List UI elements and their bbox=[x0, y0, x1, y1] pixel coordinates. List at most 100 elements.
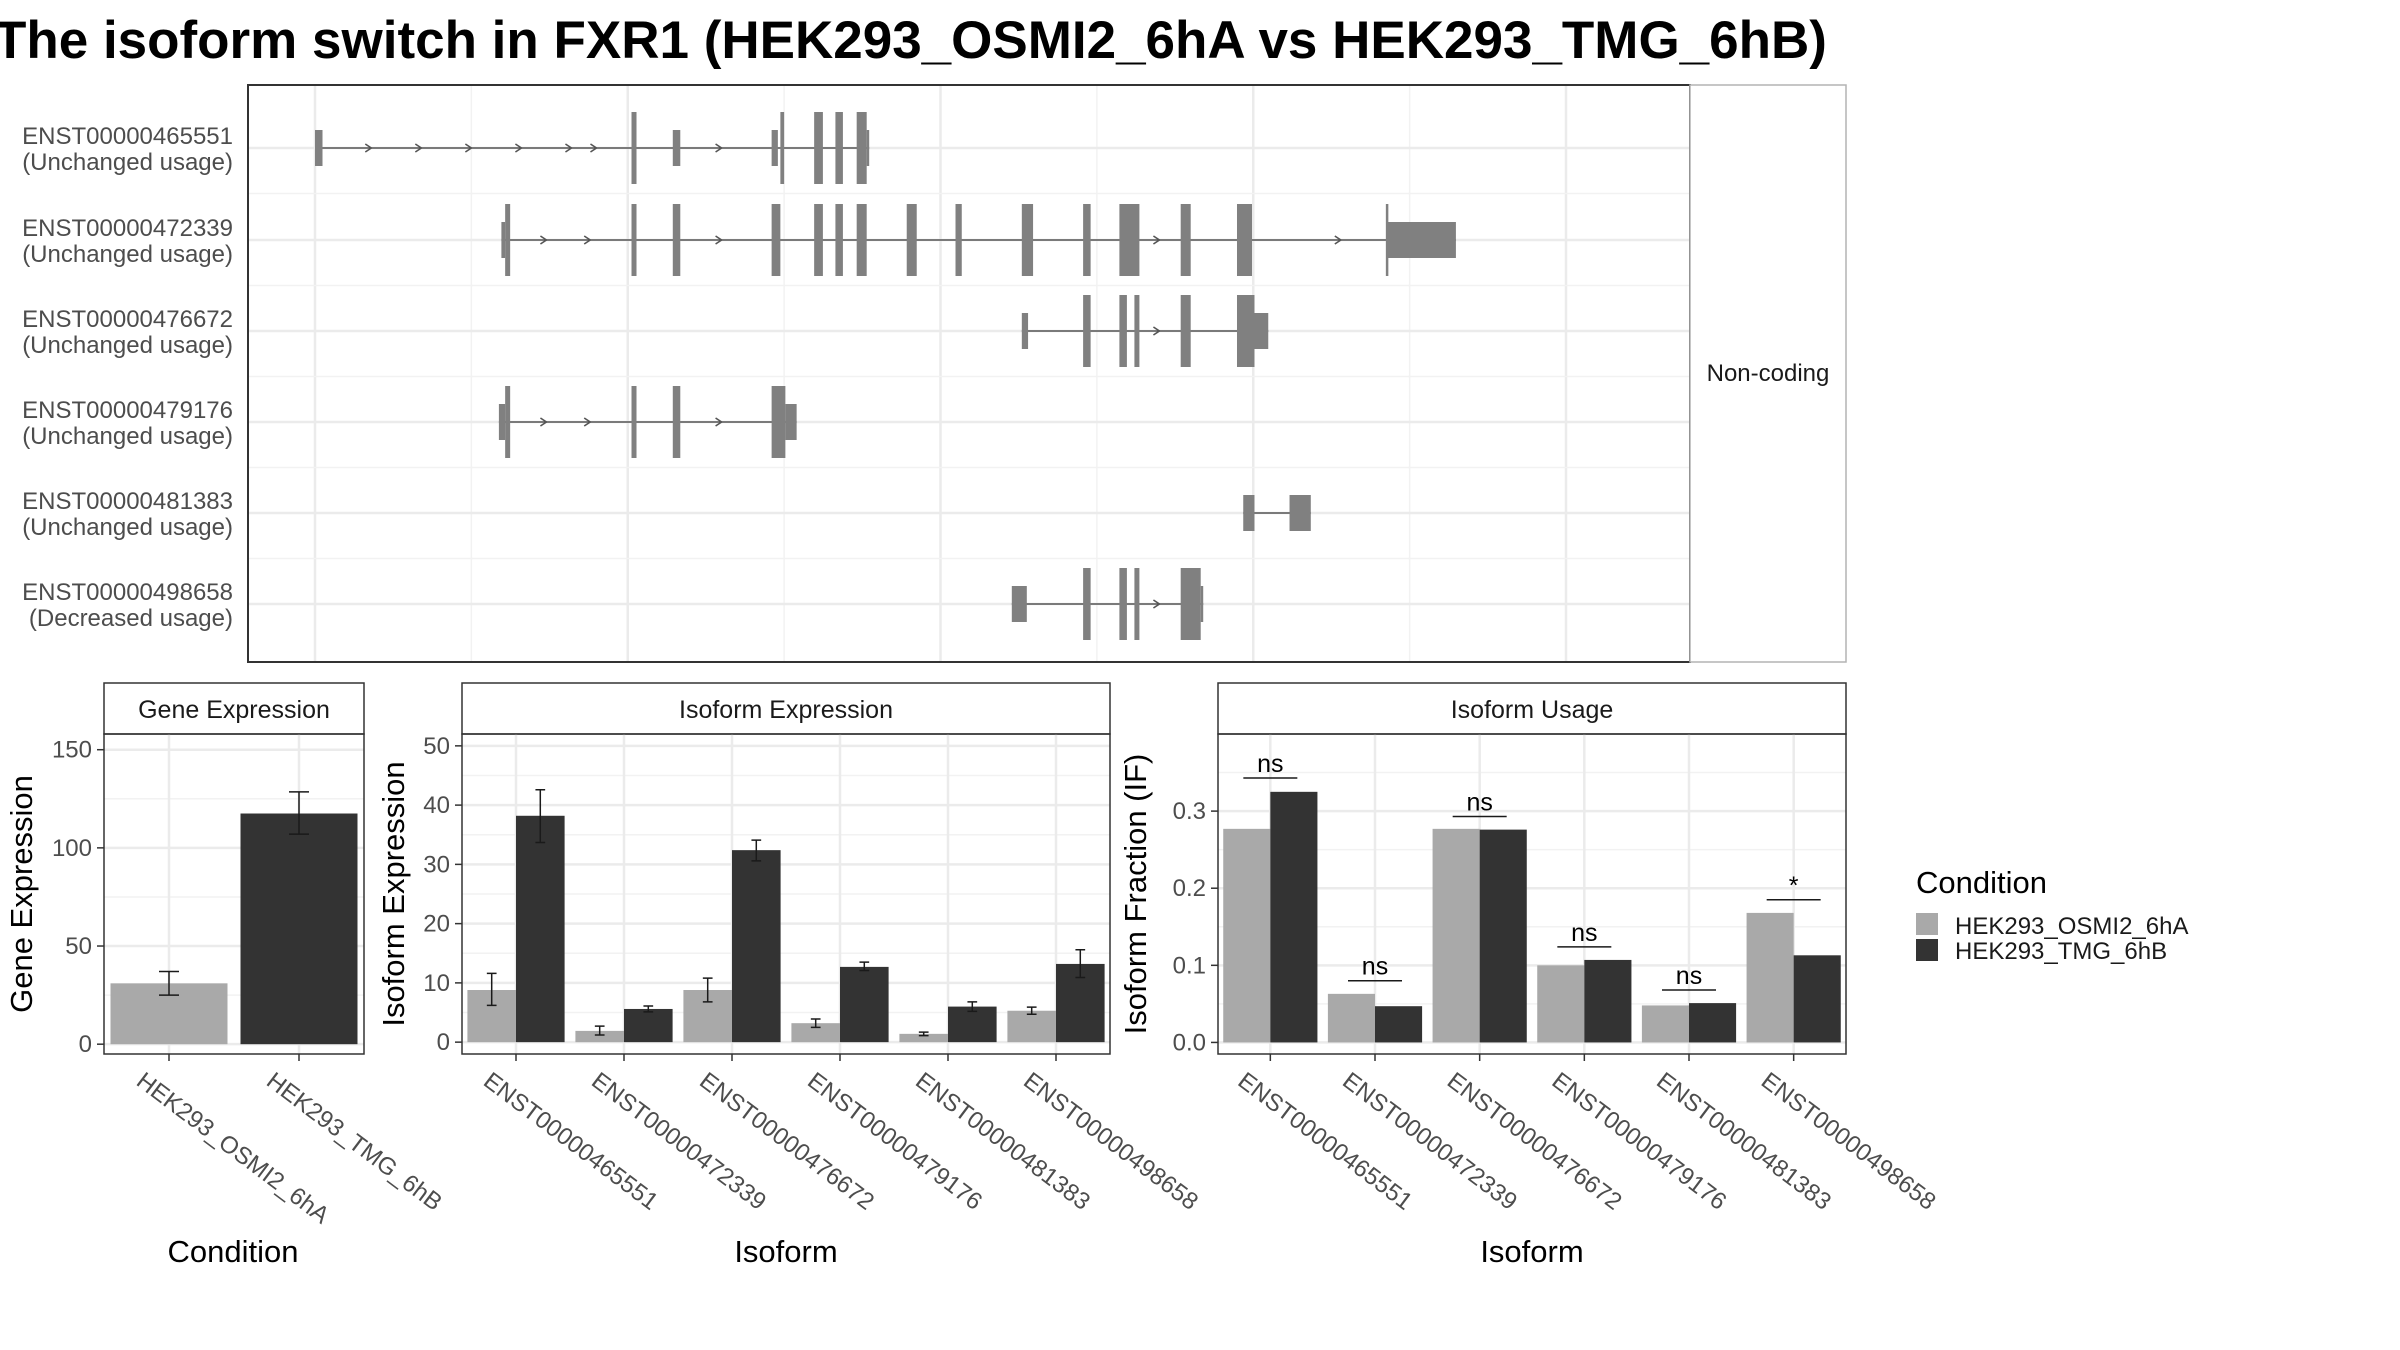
coding-exon bbox=[672, 204, 681, 276]
transcript-usage-label: (Unchanged usage) bbox=[22, 514, 233, 541]
intron-arrow bbox=[565, 143, 573, 153]
y-tick-label: 40 bbox=[423, 792, 450, 819]
utr-exon bbox=[315, 130, 323, 166]
figure-title: The isoform switch in FXR1 (HEK293_OSMI2… bbox=[0, 11, 1827, 70]
x-tick-label: ENST00000481383 bbox=[1651, 1067, 1836, 1215]
error-bar bbox=[643, 1005, 654, 1013]
coding-exon bbox=[835, 204, 843, 276]
intron-arrow bbox=[1334, 235, 1343, 245]
transcript-id-label: ENST00000498658 bbox=[22, 579, 233, 606]
y-tick-label: 0 bbox=[437, 1029, 450, 1056]
bar-chart-panels: Gene Expression050100150HEK293_OSMI2_6hA… bbox=[4, 682, 1941, 1269]
isoform-expression-x-axis-title: Isoform bbox=[734, 1234, 837, 1269]
coding-exon bbox=[771, 204, 781, 276]
x-tick-label: ENST00000465551 bbox=[1233, 1067, 1418, 1215]
intron-arrow bbox=[715, 417, 724, 427]
coding-exon bbox=[771, 386, 786, 458]
isoform-expression-strip-title: Isoform Expression bbox=[679, 696, 893, 724]
bar-ENST00000476672-HEK293_OSMI2_6hA bbox=[1432, 828, 1480, 1043]
structure-transcript-rows: ENST00000465551(Unchanged usage)ENST0000… bbox=[22, 112, 1456, 640]
y-tick-label: 30 bbox=[423, 851, 450, 878]
bar-ENST00000479176-HEK293_TMG_6hB bbox=[840, 966, 889, 1043]
gene-expression-y-axis-title: Gene Expression bbox=[4, 775, 39, 1013]
gene-expression-border bbox=[103, 733, 365, 1055]
bar-ENST00000498658-HEK293_OSMI2_6hA bbox=[1746, 912, 1794, 1043]
coding-exon bbox=[1134, 295, 1140, 367]
coding-exon bbox=[1083, 204, 1091, 276]
intron-arrow bbox=[1152, 235, 1161, 245]
coding-exon bbox=[672, 386, 681, 458]
coding-exon bbox=[1083, 295, 1091, 367]
y-tick-label: 0.2 bbox=[1173, 875, 1206, 902]
error-bar bbox=[594, 1025, 605, 1036]
bar-ENST00000472339-HEK293_TMG_6hB bbox=[1375, 1006, 1423, 1043]
y-tick-label: 20 bbox=[423, 911, 450, 938]
y-tick-label: 100 bbox=[52, 835, 92, 862]
intron-arrow bbox=[1152, 326, 1161, 336]
error-bar bbox=[486, 972, 497, 1007]
utr-exon bbox=[785, 404, 797, 440]
intron-arrow bbox=[583, 417, 592, 427]
error-bar bbox=[751, 839, 762, 862]
bar-ENST00000481383-HEK293_TMG_6hB bbox=[948, 1006, 997, 1043]
coding-exon bbox=[814, 204, 823, 276]
coding-exon bbox=[856, 112, 867, 184]
isoform-usage-strip-title: Isoform Usage bbox=[1451, 696, 1614, 724]
bar-ENST00000481383-HEK293_TMG_6hB bbox=[1689, 1003, 1737, 1043]
coding-exon bbox=[814, 112, 823, 184]
isoform-expression-y-axis-title: Isoform Expression bbox=[376, 761, 411, 1026]
utr-exon bbox=[1243, 495, 1255, 531]
utr-exon bbox=[1200, 586, 1204, 622]
transcript-usage-label: (Decreased usage) bbox=[29, 605, 233, 632]
transcript-ENST00000481383 bbox=[1243, 495, 1311, 531]
coding-exon bbox=[1021, 204, 1034, 276]
bar-ENST00000479176-HEK293_OSMI2_6hA bbox=[791, 1023, 840, 1043]
utr-exon bbox=[866, 130, 870, 166]
coding-exon bbox=[1119, 568, 1127, 640]
intron-arrow bbox=[590, 143, 598, 153]
coding-exon bbox=[631, 386, 637, 458]
legend-label-osmi2: HEK293_OSMI2_6hA bbox=[1955, 913, 2188, 940]
bar-ENST00000481383-HEK293_OSMI2_6hA bbox=[1641, 1005, 1689, 1043]
intron-arrow bbox=[364, 143, 373, 153]
error-bar bbox=[289, 791, 309, 835]
utr-exon bbox=[672, 130, 681, 166]
isoform-usage-panel: Isoform Usage ns ns ns ns ns * 0.0 0.1 0.2 0.3 ENST… bbox=[1118, 682, 1941, 1269]
intron-arrow bbox=[514, 143, 523, 153]
transcript-id-label: ENST00000479176 bbox=[22, 397, 233, 424]
significance-label: * bbox=[1789, 872, 1799, 900]
y-tick-label: 50 bbox=[65, 933, 92, 960]
x-tick-label: ENST00000472339 bbox=[586, 1067, 771, 1215]
intron-arrow bbox=[539, 235, 548, 245]
utr-exon bbox=[501, 222, 506, 258]
transcript-ENST00000476672 bbox=[1021, 295, 1269, 367]
coding-exon bbox=[856, 204, 867, 276]
significance-label: ns bbox=[1571, 919, 1597, 947]
transcript-id-label: ENST00000465551 bbox=[22, 123, 233, 150]
coding-exon bbox=[1083, 568, 1091, 640]
intron-arrow bbox=[1152, 599, 1161, 609]
x-tick-label: ENST00000476672 bbox=[694, 1067, 879, 1215]
y-tick-label: 0.1 bbox=[1173, 952, 1206, 979]
coding-exon bbox=[780, 112, 785, 184]
utr-exon bbox=[1289, 495, 1311, 531]
structure-strip-label: Non-coding bbox=[1707, 360, 1830, 387]
legend-swatch-osmi2 bbox=[1916, 913, 1938, 935]
bar-ENST00000476672-HEK293_TMG_6hB bbox=[732, 850, 781, 1043]
utr-exon bbox=[498, 404, 506, 440]
x-tick-label: ENST00000479176 bbox=[1547, 1067, 1732, 1215]
intron-arrow bbox=[715, 143, 724, 153]
y-tick-label: 50 bbox=[423, 733, 450, 760]
bar-ENST00000479176-HEK293_TMG_6hB bbox=[1584, 959, 1632, 1043]
transcript-usage-label: (Unchanged usage) bbox=[22, 423, 233, 450]
coding-exon bbox=[835, 112, 843, 184]
legend-title: Condition bbox=[1916, 865, 2047, 900]
isoform-expression-strip bbox=[461, 682, 1111, 735]
error-bar bbox=[810, 1018, 821, 1029]
significance-label: ns bbox=[1257, 750, 1283, 778]
coding-exon bbox=[1134, 568, 1140, 640]
utr-exon bbox=[1021, 313, 1029, 349]
bar-ENST00000465551-HEK293_TMG_6hB bbox=[1270, 791, 1318, 1043]
y-tick-label: 150 bbox=[52, 737, 92, 764]
structure-gridlines bbox=[249, 86, 1689, 661]
